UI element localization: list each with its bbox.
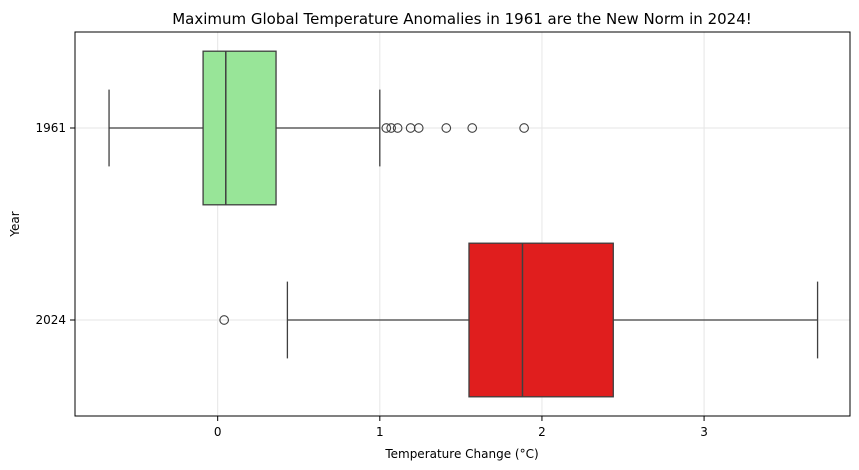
outlier-point (219, 315, 230, 325)
y-axis-ticks: 1961 2024 (35, 121, 75, 327)
outlier-point (392, 123, 403, 133)
plot-background (75, 32, 850, 416)
plot-frame (74, 31, 851, 417)
outlier-point (381, 123, 392, 133)
x-tick-label: 2 (538, 425, 546, 439)
box-2024 (219, 242, 819, 398)
x-tick-label: 1 (376, 425, 384, 439)
x-axis-ticks: 0 1 2 3 (214, 416, 708, 439)
iqr-box (202, 50, 277, 206)
x-tick-label: 3 (700, 425, 708, 439)
outlier-point (467, 123, 478, 133)
boxes-layer (108, 50, 819, 398)
box-1961 (108, 50, 529, 206)
outlier-point (413, 123, 424, 133)
outlier-point (519, 123, 529, 133)
y-axis-label: Year (8, 211, 22, 237)
y-tick-label-1961: 1961 (35, 121, 66, 135)
x-tick-label: 0 (214, 425, 222, 439)
iqr-box (468, 242, 614, 398)
x-axis-label: Temperature Change (°C) (384, 447, 538, 461)
y-tick-label-2024: 2024 (35, 313, 66, 327)
chart-title: Maximum Global Temperature Anomalies in … (172, 10, 752, 28)
outlier-point (441, 123, 452, 133)
outlier-point (386, 123, 397, 133)
